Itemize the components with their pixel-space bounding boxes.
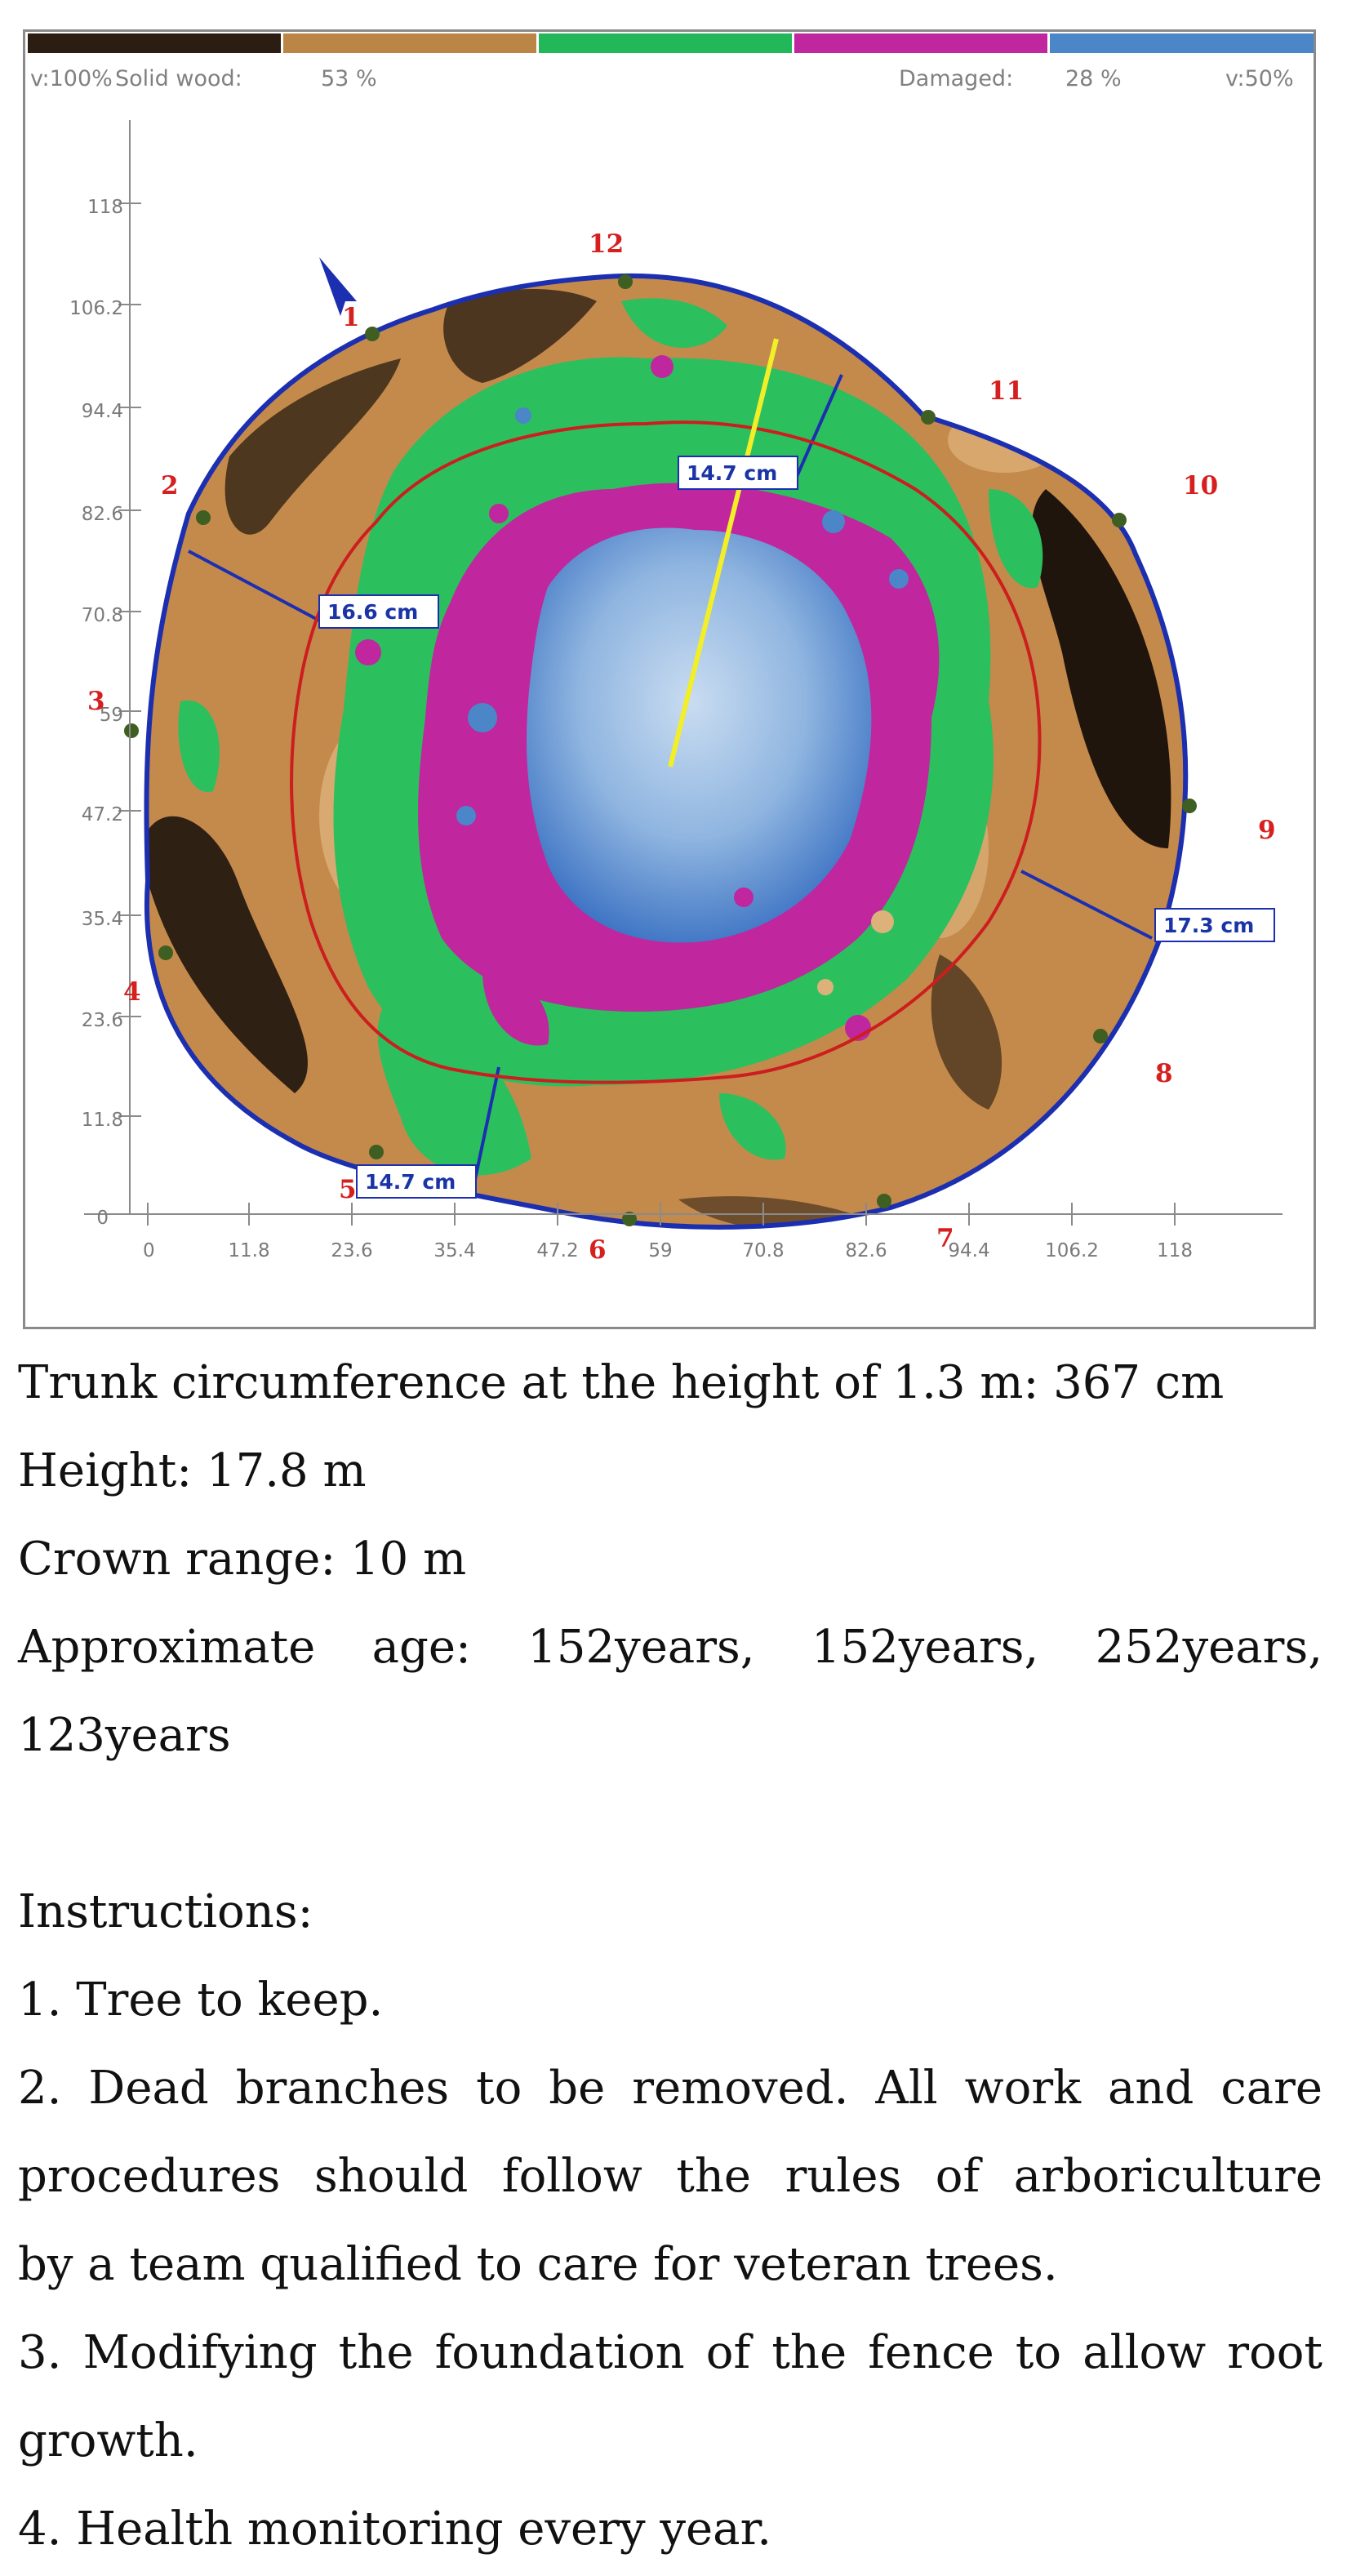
scale-left-velocity: v:100% (30, 66, 113, 91)
y-tick-label: 70.8 (82, 605, 123, 626)
scale-solid-label: Solid wood: (115, 66, 242, 91)
sensor-dot (369, 1145, 384, 1159)
trunk-circumference: Trunk circumference at the height of 1.3… (18, 1356, 1225, 1409)
x-tick-label: 70.8 (742, 1240, 784, 1261)
measure-line-left (188, 549, 322, 623)
instruction-item-3-line-1: 3. Modifying the foundation of the fence… (18, 2326, 1323, 2379)
scale-right-velocity: v:50% (1225, 66, 1294, 91)
tree-report: Trunk circumference at the height of 1.3… (18, 1339, 1323, 2574)
x-tick-label: 11.8 (228, 1240, 269, 1261)
measure-label-bottom: 14.7 cm (365, 1170, 456, 1194)
x-tick-label: 59 (648, 1240, 672, 1261)
y-axis-ticks (118, 202, 141, 1215)
instructions-title: Instructions: (18, 1885, 313, 1938)
sensor-dot (158, 945, 173, 960)
tomogram-panel: v:100% Solid wood: 53 % Damaged: 28 % v:… (23, 29, 1316, 1329)
sensor-label: 10 (1183, 471, 1218, 501)
x-tick-label: 106.2 (1045, 1240, 1099, 1261)
scale-segment-blue (1050, 33, 1314, 53)
approximate-age-line-2: 123years (18, 1709, 231, 1762)
measure-label-left: 16.6 cm (327, 600, 418, 624)
sensor-dot (196, 510, 211, 525)
x-axis-ticks (147, 1203, 1176, 1226)
instruction-item-2-line-1: 2. Dead branches to be removed. All work… (18, 2062, 1323, 2115)
x-tick-label: 94.4 (948, 1240, 989, 1261)
measure-line-top (791, 374, 843, 487)
sensor-label: 1 (342, 303, 360, 332)
crack-line (668, 338, 779, 767)
scale-solid-value: 53 % (321, 66, 377, 91)
x-tick-label: 82.6 (845, 1240, 887, 1261)
sensor-dot (618, 274, 633, 289)
x-tick-label: 35.4 (433, 1240, 475, 1261)
instruction-item-1: 1. Tree to keep. (18, 1973, 384, 2027)
velocity-scale: v:100% Solid wood: 53 % Damaged: 28 % v:… (28, 33, 1314, 91)
sensor-label: 7 (936, 1224, 954, 1253)
x-tick-labels: 0 11.8 23.6 35.4 47.2 59 70.8 82.6 94.4 … (143, 1240, 1193, 1261)
sensor-label: 5 (339, 1175, 357, 1204)
sensor-label: 12 (589, 229, 624, 259)
scale-segment-magenta (794, 33, 1047, 53)
y-tick-label: 0 (96, 1208, 109, 1229)
sensor-label: 11 (989, 376, 1024, 406)
sensor-dot (124, 723, 139, 738)
scale-segment-tan (283, 33, 536, 53)
y-tick-label: 106.2 (69, 298, 123, 319)
sensor-points (124, 274, 1197, 1226)
y-tick-label: 47.2 (82, 804, 123, 825)
scale-segment-dark (28, 33, 281, 53)
x-tick-label: 23.6 (331, 1240, 372, 1261)
sensor-dot (365, 327, 380, 341)
sensor-label: 8 (1155, 1059, 1173, 1088)
sensor-label: 3 (87, 687, 105, 716)
spacer (18, 1780, 1323, 1868)
direction-arrow-icon (319, 257, 357, 316)
sensor-labels: 1 2 3 4 5 6 7 8 9 10 11 12 (87, 229, 1276, 1265)
scale-segment-green (539, 33, 792, 53)
scale-damaged-label: Damaged: (899, 66, 1013, 91)
x-tick-label: 118 (1157, 1240, 1193, 1261)
tree-height: Height: 17.8 m (18, 1444, 367, 1497)
sensor-label: 2 (161, 471, 179, 501)
measure-label-top: 14.7 cm (687, 461, 777, 485)
instruction-item-2-line-2: procedures should follow the rules of ar… (18, 2150, 1323, 2203)
y-tick-labels: 0 11.8 23.6 35.4 47.2 59 70.8 82.6 94.4 … (69, 197, 123, 1229)
tomogram-diagram: v:100% Solid wood: 53 % Damaged: 28 % v:… (28, 33, 1314, 1265)
y-tick-label: 35.4 (82, 909, 123, 930)
sensor-label: 6 (589, 1235, 607, 1265)
y-tick-label: 11.8 (82, 1110, 123, 1131)
measure-label-right: 17.3 cm (1163, 914, 1254, 937)
trunk-section (146, 275, 1186, 1227)
instruction-item-2-line-3: by a team qualified to care for veteran … (18, 2238, 1058, 2291)
y-tick-label: 118 (87, 197, 123, 218)
scale-damaged-value: 28 % (1065, 66, 1122, 91)
sensor-dot (921, 410, 936, 425)
measurement-labels: 14.7 cm 16.6 cm 17.3 cm 14.7 cm (318, 456, 1275, 1199)
y-tick-label: 23.6 (82, 1010, 123, 1031)
y-tick-label: 82.6 (82, 504, 123, 525)
sensor-dot (877, 1194, 891, 1208)
sensor-dot (622, 1212, 637, 1226)
x-tick-label: 0 (143, 1240, 155, 1261)
sensor-dot (1182, 799, 1197, 813)
y-tick-label: 59 (100, 705, 123, 726)
measure-line-bottom (473, 1066, 500, 1184)
instruction-item-3-line-2: growth. (18, 2414, 198, 2467)
instruction-item-4: 4. Health monitoring every year. (18, 2503, 771, 2556)
sensor-dot (1093, 1029, 1108, 1043)
sensor-dot (1112, 513, 1127, 527)
measure-line-right (1020, 870, 1153, 940)
x-tick-label: 47.2 (536, 1240, 578, 1261)
sensor-label: 9 (1258, 816, 1276, 845)
axes (84, 120, 1283, 1226)
measurement-lines (188, 374, 1153, 1184)
sensor-label: 4 (123, 977, 141, 1007)
crown-range: Crown range: 10 m (18, 1533, 467, 1586)
approximate-age-line-1: Approximate age: 152years, 152years, 252… (18, 1621, 1323, 1674)
y-tick-label: 94.4 (82, 401, 123, 422)
